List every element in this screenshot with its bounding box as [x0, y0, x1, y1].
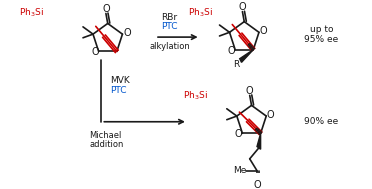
Text: O: O [102, 4, 110, 14]
Text: 95% ee: 95% ee [305, 35, 339, 44]
Text: Ph$_3$Si: Ph$_3$Si [188, 6, 213, 19]
Text: O: O [91, 47, 99, 57]
Text: RBr: RBr [161, 13, 178, 22]
Text: PTC: PTC [161, 22, 178, 31]
Text: O: O [246, 86, 254, 96]
Text: R: R [233, 60, 239, 69]
Text: O: O [267, 110, 275, 120]
Polygon shape [257, 133, 261, 149]
Text: MVK: MVK [110, 76, 130, 85]
Text: O: O [235, 129, 243, 139]
Text: O: O [253, 180, 261, 189]
Text: 90% ee: 90% ee [305, 117, 339, 126]
Text: Michael: Michael [90, 131, 122, 140]
Text: up to: up to [310, 25, 333, 34]
Text: O: O [238, 2, 246, 12]
Text: Me: Me [233, 166, 246, 175]
Text: Ph$_3$Si: Ph$_3$Si [183, 90, 208, 102]
Text: O: O [260, 26, 267, 36]
Text: O: O [228, 46, 235, 56]
Text: alkylation: alkylation [149, 42, 190, 51]
Text: addition: addition [90, 140, 124, 149]
Polygon shape [240, 50, 253, 62]
Text: PTC: PTC [110, 86, 127, 95]
Text: O: O [123, 28, 131, 38]
Text: Ph$_3$Si: Ph$_3$Si [19, 6, 44, 19]
